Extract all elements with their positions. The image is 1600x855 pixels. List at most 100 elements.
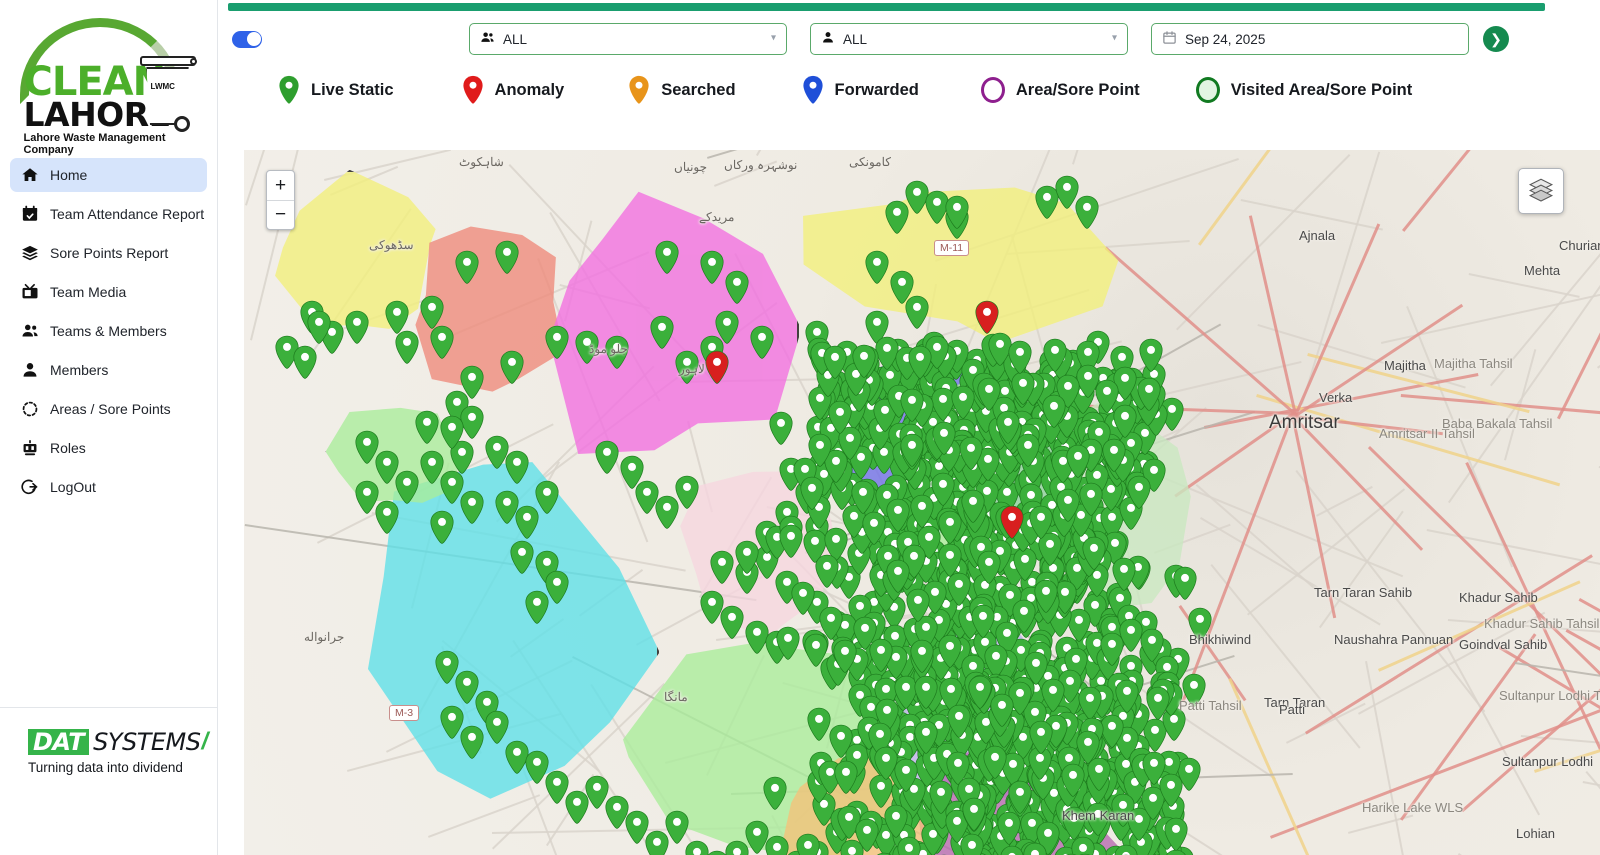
map-marker[interactable] [744, 820, 770, 855]
map-marker[interactable] [799, 476, 825, 511]
sidebar-item-logout[interactable]: LogOut [10, 470, 207, 504]
map-marker[interactable] [724, 270, 750, 305]
map-canvas[interactable]: AmritsarVerkaBatalaGurdaspurAjnalaChuria… [244, 150, 1600, 855]
map-marker[interactable] [930, 472, 956, 507]
map-marker[interactable] [699, 590, 725, 625]
map-marker[interactable] [564, 790, 590, 825]
map-marker[interactable] [802, 529, 828, 564]
map-marker[interactable] [509, 540, 535, 575]
map-marker[interactable] [958, 436, 984, 471]
map-marker[interactable] [429, 325, 455, 360]
map-marker[interactable] [913, 720, 939, 755]
map-marker[interactable] [778, 524, 804, 559]
map-marker[interactable] [1010, 371, 1036, 406]
map-marker[interactable] [634, 480, 660, 515]
map-marker[interactable] [975, 447, 1001, 482]
map-marker[interactable] [922, 580, 948, 615]
map-marker[interactable] [937, 510, 963, 545]
map-marker[interactable] [864, 310, 890, 345]
map-marker[interactable] [749, 325, 775, 360]
map-marker[interactable] [709, 550, 735, 585]
team-select[interactable]: ALL ▾ [469, 23, 787, 55]
map-marker[interactable] [868, 638, 894, 673]
map-marker[interactable] [884, 200, 910, 235]
map-marker[interactable] [909, 639, 935, 674]
map-marker[interactable] [807, 433, 833, 468]
map-marker[interactable] [1066, 608, 1092, 643]
map-marker[interactable] [959, 833, 985, 855]
map-marker[interactable] [822, 345, 848, 380]
map-marker[interactable] [644, 830, 670, 855]
map-marker[interactable] [724, 840, 750, 855]
map-marker[interactable] [439, 705, 465, 740]
map-marker[interactable] [931, 421, 957, 456]
map-marker[interactable] [1037, 532, 1063, 567]
map-marker[interactable] [836, 805, 862, 840]
map-marker[interactable] [976, 377, 1002, 412]
map-marker[interactable] [1011, 599, 1037, 634]
map-marker[interactable] [714, 310, 740, 345]
map-marker[interactable] [354, 430, 380, 465]
map-marker[interactable] [1007, 340, 1033, 375]
sidebar-item-teams-members[interactable]: Teams & Members [10, 314, 207, 348]
map-marker[interactable] [896, 836, 922, 855]
map-marker[interactable] [1163, 817, 1189, 852]
map-marker[interactable] [1086, 757, 1112, 792]
map-marker[interactable] [974, 300, 1000, 335]
map-marker[interactable] [544, 325, 570, 360]
map-marker[interactable] [937, 543, 963, 578]
map-marker[interactable] [868, 774, 894, 809]
map-marker[interactable] [419, 295, 445, 330]
map-marker[interactable] [459, 405, 485, 440]
map-marker[interactable] [1081, 536, 1107, 571]
map-marker[interactable] [704, 850, 730, 855]
map-marker[interactable] [534, 480, 560, 515]
map-marker[interactable] [1028, 720, 1054, 755]
map-marker[interactable] [1187, 607, 1213, 642]
map-marker[interactable] [928, 780, 954, 815]
map-marker[interactable] [967, 675, 993, 710]
map-marker[interactable] [374, 450, 400, 485]
sidebar-item-sore-points-report[interactable]: Sore Points Report [10, 236, 207, 270]
map-marker[interactable] [970, 604, 996, 639]
map-marker[interactable] [790, 581, 816, 616]
map-marker[interactable] [1158, 773, 1184, 808]
map-marker[interactable] [995, 410, 1021, 445]
map-marker[interactable] [704, 350, 730, 385]
sidebar-item-team-media[interactable]: Team Media [10, 275, 207, 309]
map-marker[interactable] [524, 750, 550, 785]
map-marker[interactable] [1111, 557, 1137, 592]
map-marker[interactable] [439, 415, 465, 450]
map-marker[interactable] [913, 675, 939, 710]
map-marker[interactable] [851, 344, 877, 379]
map-marker[interactable] [1181, 673, 1207, 708]
map-marker[interactable] [960, 489, 986, 524]
map-marker[interactable] [904, 180, 930, 215]
map-marker[interactable] [1033, 579, 1059, 614]
map-marker[interactable] [950, 385, 976, 420]
map-marker[interactable] [924, 190, 950, 225]
map-marker[interactable] [1023, 651, 1049, 686]
map-marker[interactable] [1041, 394, 1067, 429]
zoom-in-button[interactable]: + [274, 174, 287, 196]
map-marker[interactable] [762, 776, 788, 811]
map-marker[interactable] [494, 240, 520, 275]
map-marker[interactable] [459, 365, 485, 400]
map-marker[interactable] [885, 559, 911, 594]
map-marker[interactable] [909, 494, 935, 529]
map-marker[interactable] [654, 240, 680, 275]
map-marker[interactable] [1028, 505, 1054, 540]
map-marker[interactable] [976, 550, 1002, 585]
map-marker[interactable] [454, 670, 480, 705]
map-marker[interactable] [619, 455, 645, 490]
map-marker[interactable] [744, 620, 770, 655]
map-marker[interactable] [764, 835, 790, 855]
submit-button[interactable]: ❯ [1483, 26, 1509, 52]
map-marker[interactable] [374, 500, 400, 535]
map-marker[interactable] [1060, 763, 1086, 798]
map-marker[interactable] [871, 852, 897, 855]
map-marker[interactable] [1161, 707, 1187, 742]
map-marker[interactable] [944, 195, 970, 230]
map-marker[interactable] [499, 350, 525, 385]
map-marker[interactable] [905, 588, 931, 623]
